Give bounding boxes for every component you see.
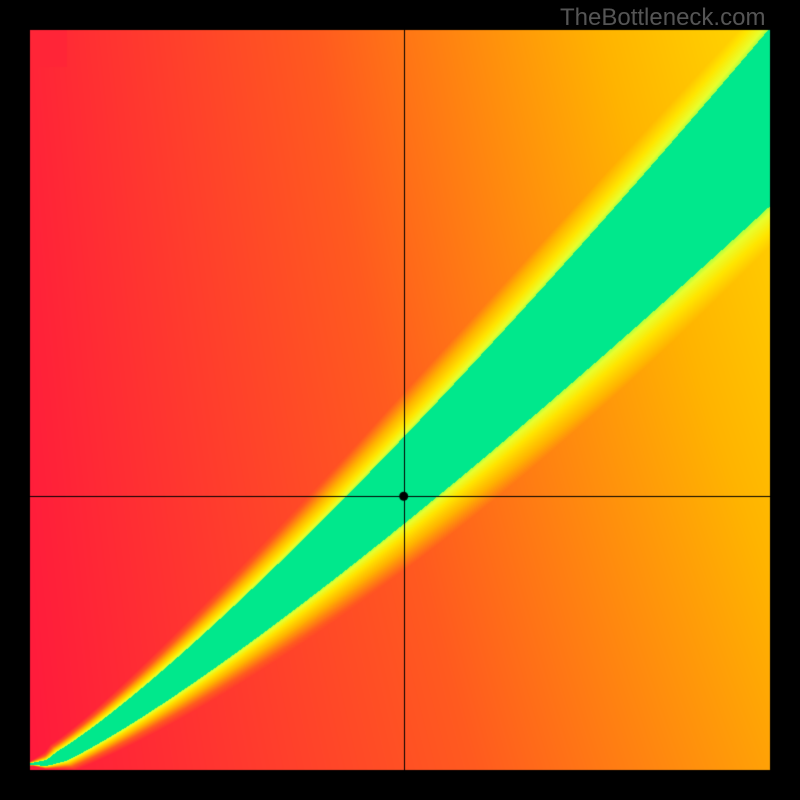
watermark-text: TheBottleneck.com [560, 4, 765, 32]
bottleneck-heatmap [0, 0, 800, 800]
